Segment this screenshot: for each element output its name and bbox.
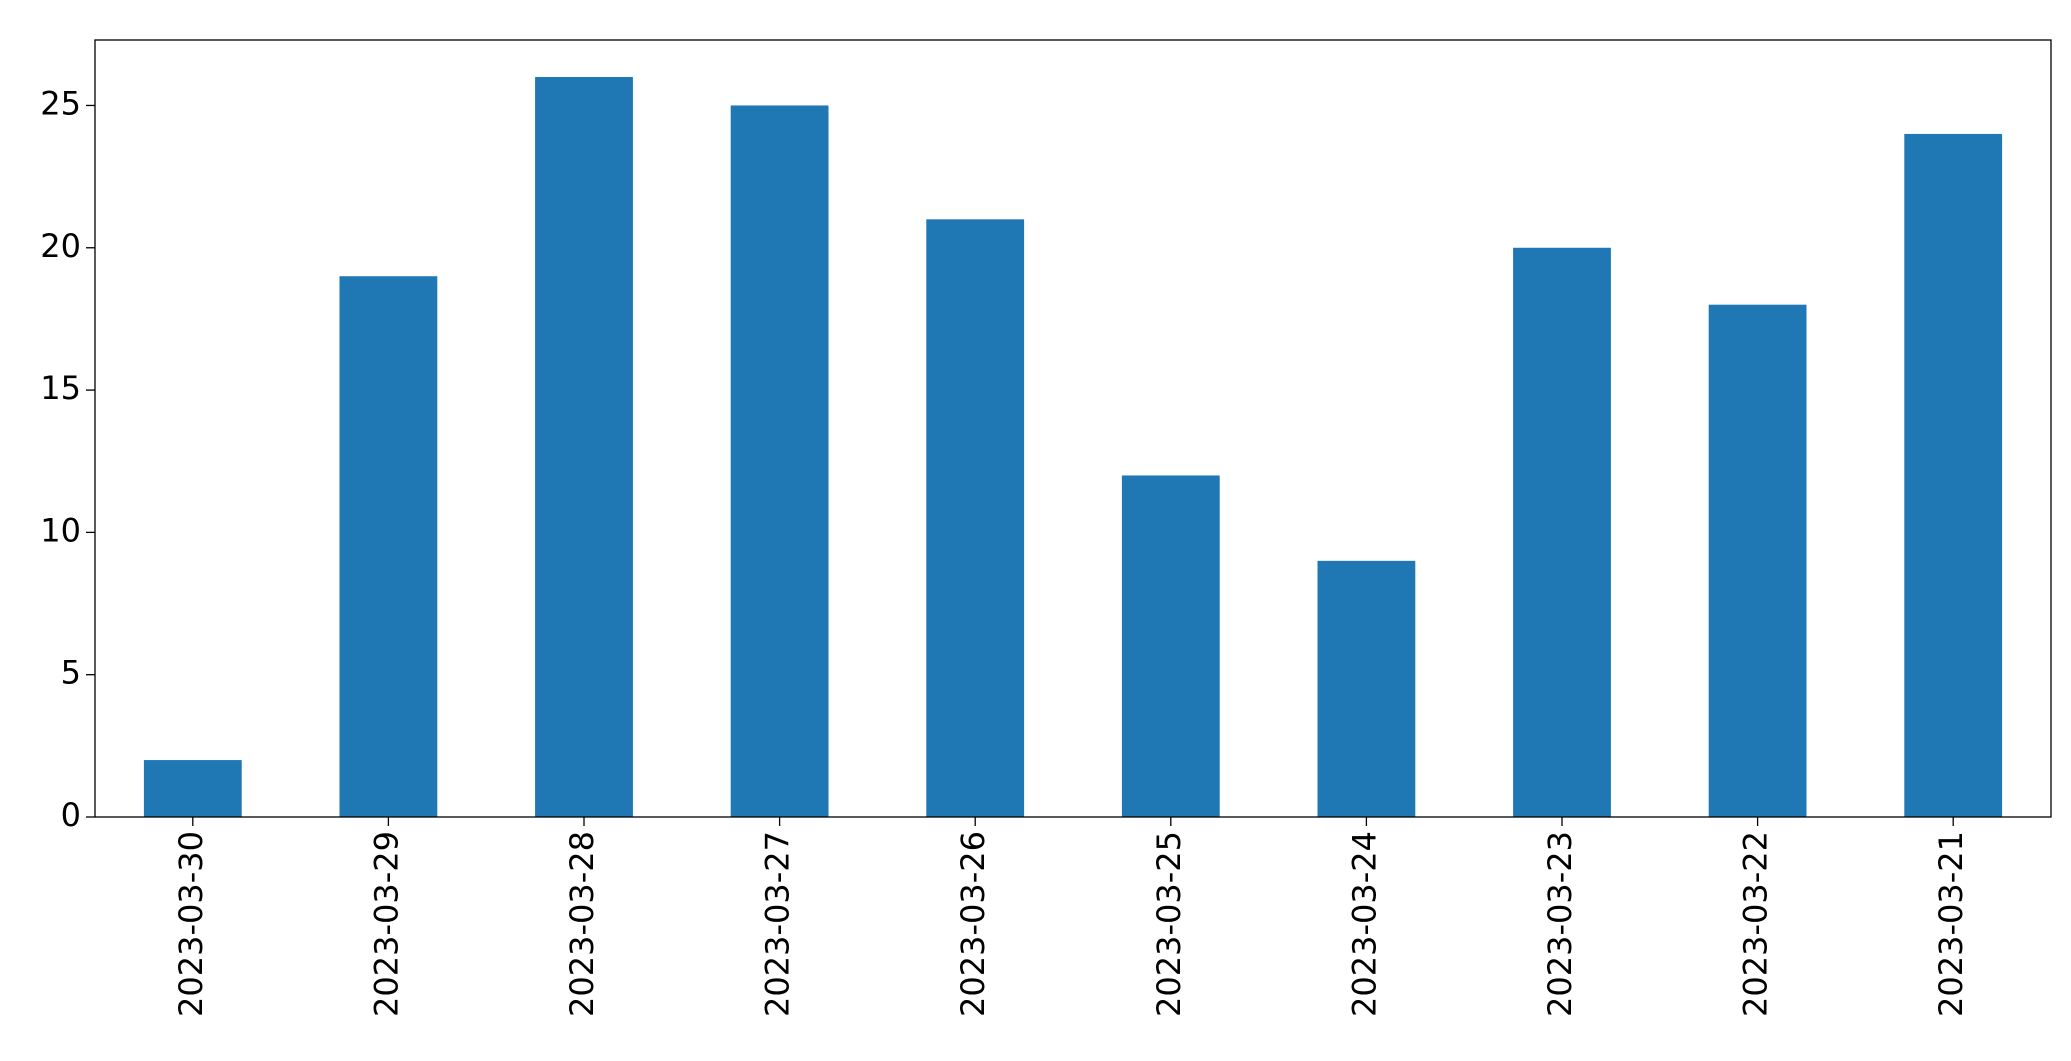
x-tick-label: 2023-03-26 bbox=[954, 831, 992, 1017]
x-tick-label: 2023-03-30 bbox=[172, 831, 210, 1017]
bar bbox=[730, 105, 829, 817]
bar bbox=[339, 276, 438, 817]
x-tick-label: 2023-03-29 bbox=[367, 831, 405, 1017]
y-tick-label: 10 bbox=[40, 511, 81, 549]
x-tick-label: 2023-03-24 bbox=[1345, 831, 1383, 1017]
bar bbox=[926, 219, 1025, 818]
x-tick-label: 2023-03-27 bbox=[759, 831, 797, 1017]
bar bbox=[535, 77, 633, 817]
x-tick-label: 2023-03-28 bbox=[563, 831, 601, 1017]
bar bbox=[1708, 304, 1807, 817]
x-tick-label: 2023-03-23 bbox=[1541, 831, 1579, 1017]
y-tick-label: 0 bbox=[61, 796, 81, 834]
y-tick-label: 15 bbox=[40, 369, 81, 407]
y-tick-label: 5 bbox=[61, 654, 81, 692]
x-tick-label: 2023-03-21 bbox=[1932, 831, 1970, 1017]
bar bbox=[1317, 560, 1416, 817]
bar bbox=[143, 760, 242, 817]
bar bbox=[1904, 133, 2003, 817]
plot-frame bbox=[94, 39, 2052, 818]
x-tick-label: 2023-03-25 bbox=[1150, 831, 1188, 1017]
y-tick-label: 25 bbox=[40, 84, 81, 122]
y-tick-label: 20 bbox=[40, 227, 81, 265]
bar bbox=[1513, 247, 1611, 817]
bar bbox=[1121, 475, 1220, 817]
x-tick-label: 2023-03-22 bbox=[1737, 831, 1775, 1017]
